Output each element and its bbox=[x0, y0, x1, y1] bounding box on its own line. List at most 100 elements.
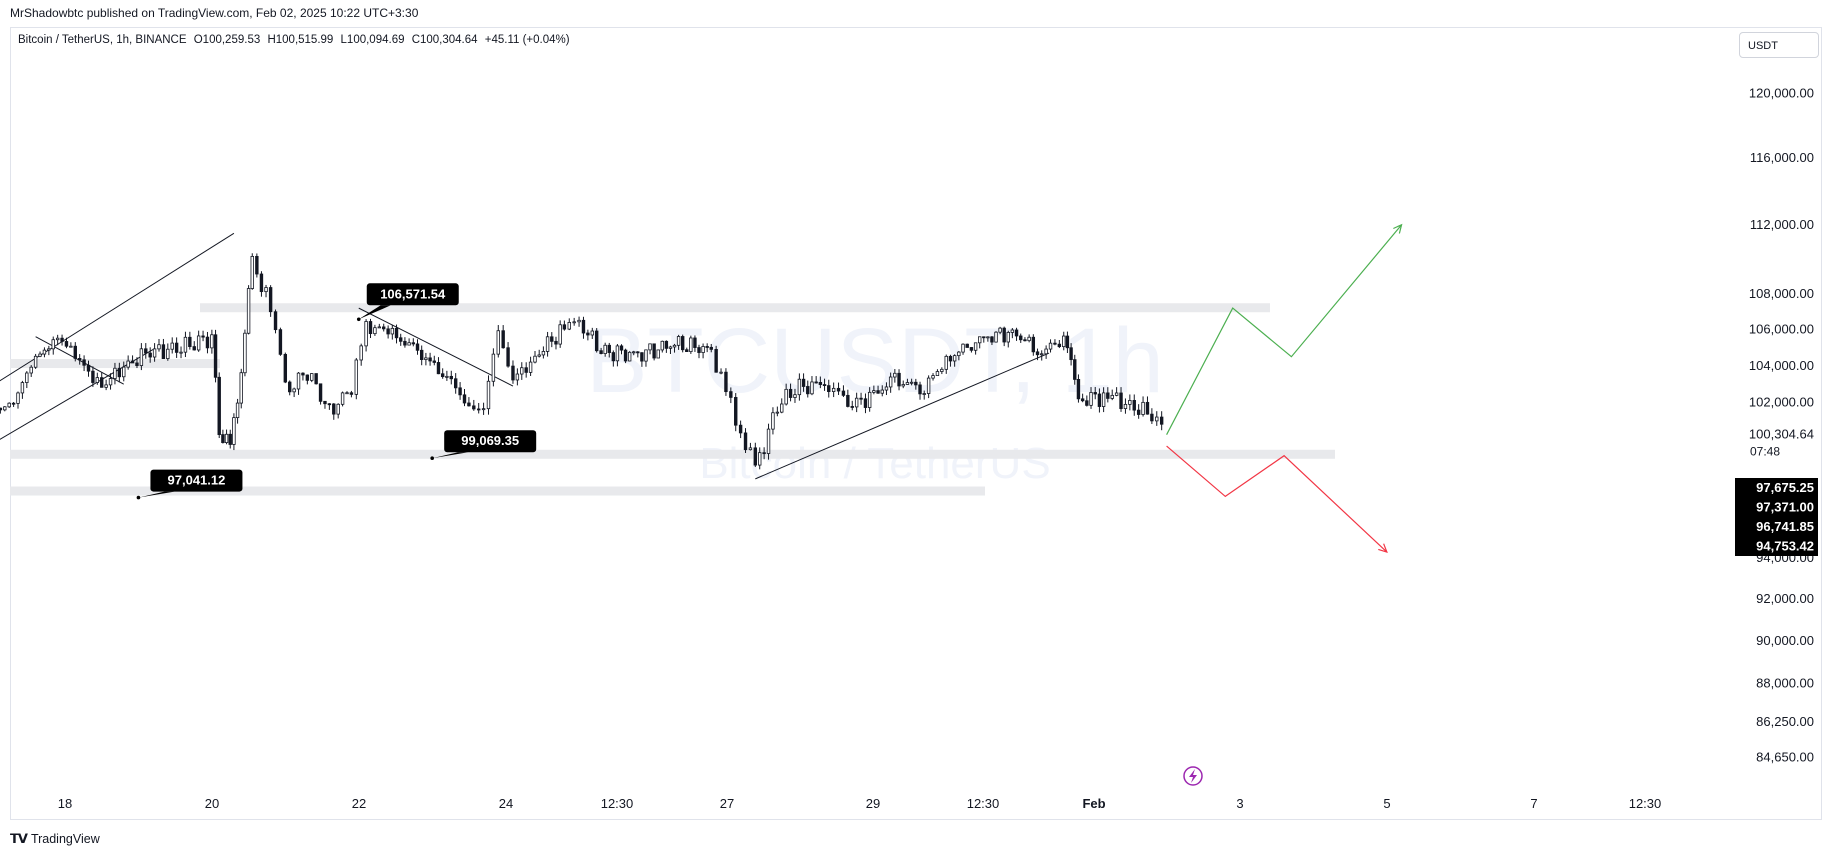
candle-body bbox=[599, 350, 603, 355]
candle-body bbox=[29, 366, 33, 374]
candle bbox=[445, 370, 449, 381]
x-tick-label: 5 bbox=[1383, 796, 1390, 811]
candle bbox=[680, 334, 685, 353]
candle bbox=[511, 360, 515, 384]
price-label-bg-2 bbox=[1735, 517, 1818, 537]
candle-body bbox=[73, 345, 77, 359]
candle bbox=[47, 345, 51, 356]
candle bbox=[652, 343, 656, 361]
candle bbox=[1069, 343, 1073, 366]
candle bbox=[449, 370, 453, 385]
candle bbox=[428, 352, 432, 366]
x-tick-label: 24 bbox=[499, 796, 513, 811]
candle-body bbox=[520, 367, 524, 375]
x-tick-label: 12:30 bbox=[967, 796, 1000, 811]
candle bbox=[594, 328, 599, 353]
candle bbox=[377, 323, 382, 329]
candle bbox=[179, 346, 183, 359]
candle bbox=[957, 350, 961, 361]
candle-body bbox=[940, 368, 944, 372]
footer-brand: TradingView bbox=[30, 832, 100, 846]
candle-body bbox=[863, 398, 868, 408]
candle bbox=[144, 343, 148, 359]
candle-body bbox=[965, 343, 969, 348]
candle bbox=[345, 391, 349, 395]
candle-body bbox=[982, 336, 986, 339]
candle bbox=[3, 406, 7, 412]
candle bbox=[201, 330, 205, 342]
candle-body bbox=[541, 351, 546, 356]
candle-body bbox=[876, 390, 880, 394]
candle bbox=[1076, 374, 1081, 403]
candle bbox=[880, 385, 884, 397]
candle-body bbox=[672, 344, 677, 348]
candle bbox=[411, 338, 416, 347]
candle-body bbox=[545, 336, 550, 352]
candle bbox=[1065, 331, 1070, 354]
candle-body bbox=[205, 336, 210, 349]
currency-button[interactable]: USDT bbox=[1739, 32, 1819, 58]
candle-body bbox=[1062, 335, 1066, 348]
y-tick-label: 108,000.00 bbox=[1749, 286, 1814, 301]
candle bbox=[623, 348, 628, 364]
candle-body bbox=[332, 403, 336, 415]
candle-body bbox=[640, 352, 644, 362]
callout-box bbox=[366, 283, 459, 306]
candle-body bbox=[990, 336, 994, 343]
candle-body bbox=[296, 372, 301, 390]
candle bbox=[419, 345, 424, 366]
x-tick-label: 27 bbox=[720, 796, 734, 811]
chart-frame[interactable] bbox=[10, 27, 1822, 820]
candle bbox=[157, 338, 161, 352]
candle-body bbox=[603, 344, 607, 355]
candle bbox=[1114, 387, 1119, 397]
candle bbox=[590, 327, 594, 339]
candle bbox=[810, 376, 814, 396]
candle bbox=[301, 372, 305, 381]
candle-body bbox=[801, 378, 806, 387]
candle bbox=[359, 343, 363, 366]
x-tick-label: 18 bbox=[58, 796, 72, 811]
lightning-event-icon[interactable] bbox=[1183, 766, 1203, 786]
candle-body bbox=[428, 357, 432, 362]
candle bbox=[95, 372, 100, 385]
candle-body bbox=[126, 360, 130, 368]
candle bbox=[872, 385, 876, 395]
candle bbox=[0, 407, 3, 414]
candle-body bbox=[467, 402, 471, 407]
x-tick-label: 12:30 bbox=[1629, 796, 1662, 811]
tradingview-footer[interactable]: 𝗧𝗩 TradingView bbox=[10, 831, 100, 847]
candle bbox=[656, 349, 660, 359]
candle bbox=[1150, 408, 1154, 424]
candle bbox=[701, 343, 705, 359]
candle bbox=[554, 336, 558, 350]
candle bbox=[743, 428, 748, 454]
candle-body bbox=[1019, 335, 1023, 341]
candle bbox=[672, 343, 677, 353]
symbol-name[interactable]: Bitcoin / TetherUS, 1h, BINANCE bbox=[18, 34, 187, 46]
candle bbox=[615, 344, 620, 367]
candle bbox=[166, 343, 170, 361]
candle-body bbox=[349, 392, 354, 395]
candle bbox=[1089, 387, 1093, 409]
zone-band-2 bbox=[10, 449, 1335, 459]
candle-body bbox=[113, 367, 117, 379]
price-callout-2[interactable]: 97,041.12 bbox=[136, 469, 243, 500]
candle-body bbox=[814, 381, 818, 384]
candle-body bbox=[884, 386, 889, 391]
candle bbox=[296, 372, 301, 395]
candle bbox=[562, 320, 567, 331]
candle bbox=[174, 337, 179, 358]
candle-body bbox=[668, 346, 673, 349]
price-callout-1[interactable]: 99,069.35 bbox=[430, 430, 537, 461]
candle bbox=[1044, 345, 1048, 359]
candle-body bbox=[738, 424, 743, 434]
price-callout-0[interactable]: 106,571.54 bbox=[356, 283, 459, 322]
candle bbox=[292, 387, 296, 398]
candle-body bbox=[38, 353, 42, 357]
candle-body bbox=[1002, 327, 1006, 343]
candle bbox=[318, 383, 323, 405]
candle bbox=[818, 376, 823, 389]
change-value: +45.11 (+0.04%) bbox=[484, 34, 570, 46]
